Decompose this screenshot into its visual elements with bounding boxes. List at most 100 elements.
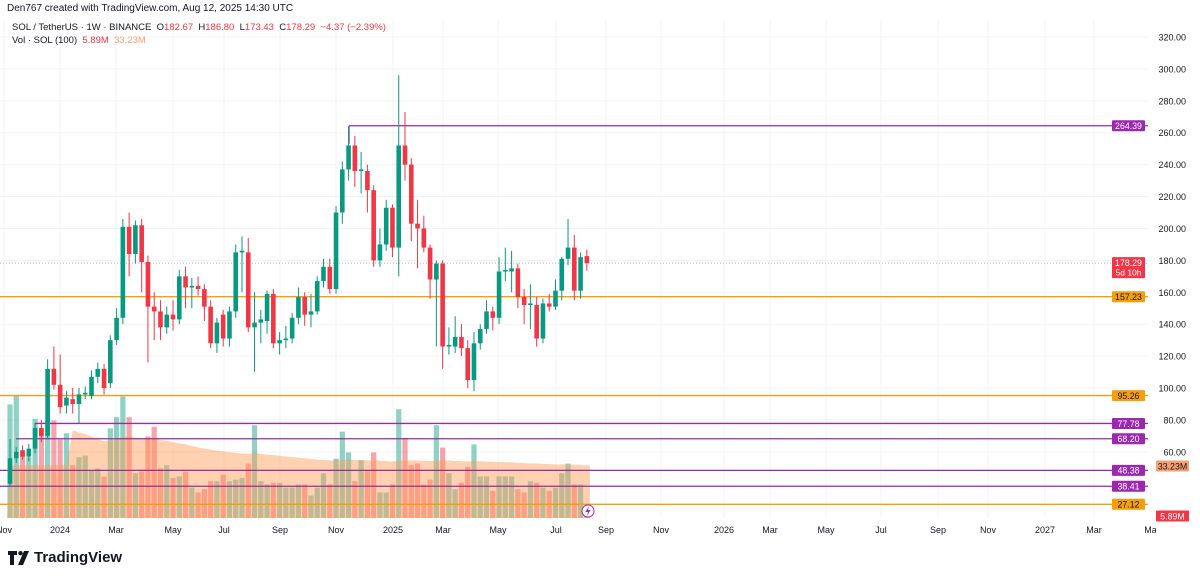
volume-bar xyxy=(264,484,270,518)
price-axis-labels: 320.00 300.00 280.00 260.00 240.00 220.00 200.… xyxy=(1158,33,1186,458)
volume-bar xyxy=(270,482,276,518)
candle-body xyxy=(565,247,571,259)
volume-bar xyxy=(571,484,577,518)
volume-bar xyxy=(483,476,490,518)
volume-bar xyxy=(245,463,251,518)
time-tick-label: Jul xyxy=(550,525,562,535)
candle-body xyxy=(13,451,19,459)
axis-corner xyxy=(1156,522,1200,538)
candle xyxy=(484,300,489,334)
last-price-text: 178.29 xyxy=(1115,258,1142,268)
volume-bar xyxy=(339,431,345,518)
volume-bar xyxy=(364,470,370,518)
candle-body xyxy=(82,392,88,395)
volume-ma-area xyxy=(7,430,590,518)
candle xyxy=(377,228,383,267)
price-tick-label: 320.00 xyxy=(1158,33,1186,43)
volume-bar xyxy=(277,482,283,518)
time-tick-label: Mar xyxy=(108,525,124,535)
candle xyxy=(471,332,477,392)
candle-body xyxy=(358,169,364,172)
candle xyxy=(70,388,75,414)
volume-bar xyxy=(371,452,377,518)
tradingview-logo[interactable]: TradingView xyxy=(8,549,122,566)
volume-bar xyxy=(70,465,76,518)
volume-bar xyxy=(164,465,170,518)
volume-bar xyxy=(76,457,82,518)
volume-ma-tag-text: 33.23M xyxy=(1158,461,1187,471)
tradingview-logo-icon xyxy=(8,550,29,565)
candle xyxy=(371,185,376,267)
volume-bar xyxy=(383,492,389,518)
candle xyxy=(528,284,533,329)
candle-body xyxy=(459,336,464,349)
volume-bar xyxy=(126,417,132,518)
price-tick-label: 200.00 xyxy=(1158,224,1186,234)
volume-bar xyxy=(496,476,502,518)
candle xyxy=(39,419,44,443)
candle-body xyxy=(346,145,351,170)
volume-bar xyxy=(295,484,302,518)
price-legend[interactable]: SOL / TetherUS · 1W · BINANCE O182.67 H1… xyxy=(12,22,386,35)
price-axis[interactable] xyxy=(1148,0,1200,579)
candle xyxy=(546,293,552,312)
candle xyxy=(183,266,188,309)
candle-body xyxy=(101,368,107,389)
level-price-tag: 157.23 xyxy=(1112,291,1145,303)
volume-bar xyxy=(107,428,113,518)
level-price-tag: 48.38 xyxy=(1112,464,1145,476)
volume-bar xyxy=(452,489,458,518)
volume-legend[interactable]: Vol · SOL (100) 5.89M 33.23M xyxy=(12,35,386,48)
symbol-label[interactable]: SOL / TetherUS · 1W · BINANCE xyxy=(12,22,152,33)
candle-body xyxy=(120,226,126,318)
price-tick-label: 100.00 xyxy=(1158,384,1186,394)
volume-bar xyxy=(139,471,145,518)
volume-bar xyxy=(233,479,239,518)
volume-bar xyxy=(157,468,164,518)
candle xyxy=(314,276,320,315)
candle-body xyxy=(151,306,157,312)
time-tick-label: May xyxy=(489,525,507,535)
volume-bar xyxy=(38,428,44,518)
candle-body xyxy=(540,303,546,339)
candle xyxy=(521,289,527,325)
volume-bar xyxy=(101,476,107,518)
volume-bar xyxy=(446,473,452,518)
candle-body xyxy=(490,311,496,318)
candle xyxy=(465,340,471,389)
level-price-tag: 38.41 xyxy=(1112,480,1145,492)
price-tick-label: 220.00 xyxy=(1158,192,1186,202)
candle-body xyxy=(496,271,502,318)
candle xyxy=(446,327,452,355)
candle-body xyxy=(145,261,151,307)
time-axis[interactable]: Nov 2024 Mar May Jul Sep Nov 2025 Mar May Jul Sep No… xyxy=(0,525,1160,535)
candle-body xyxy=(264,293,270,321)
candle xyxy=(321,258,326,288)
volume-ma-tag: 33.23M xyxy=(1156,460,1189,472)
candle-body xyxy=(7,458,13,484)
candle-body xyxy=(509,268,514,272)
candle xyxy=(264,290,270,334)
time-tick-label: 2025 xyxy=(383,525,403,535)
time-tick-label: Nov xyxy=(653,525,670,535)
lightning-icon[interactable] xyxy=(581,504,595,518)
volume-bar xyxy=(302,484,308,518)
candle-body xyxy=(471,343,477,381)
volume-label[interactable]: Vol · SOL (100) xyxy=(12,34,78,46)
volume-bar xyxy=(95,468,101,518)
candle-body xyxy=(126,226,132,254)
candle xyxy=(296,287,301,325)
volume-bar xyxy=(527,481,534,518)
candle xyxy=(352,135,358,187)
level-price-tag-text: 38.41 xyxy=(1117,482,1139,492)
candle xyxy=(233,244,239,318)
time-tick-label: 2027 xyxy=(1035,525,1055,535)
candle xyxy=(490,306,496,331)
volume-bar xyxy=(427,479,433,518)
candle-body xyxy=(20,450,25,457)
time-tick-label: Sep xyxy=(272,525,288,535)
volume-bar xyxy=(552,487,559,518)
volume-bar xyxy=(515,489,521,518)
